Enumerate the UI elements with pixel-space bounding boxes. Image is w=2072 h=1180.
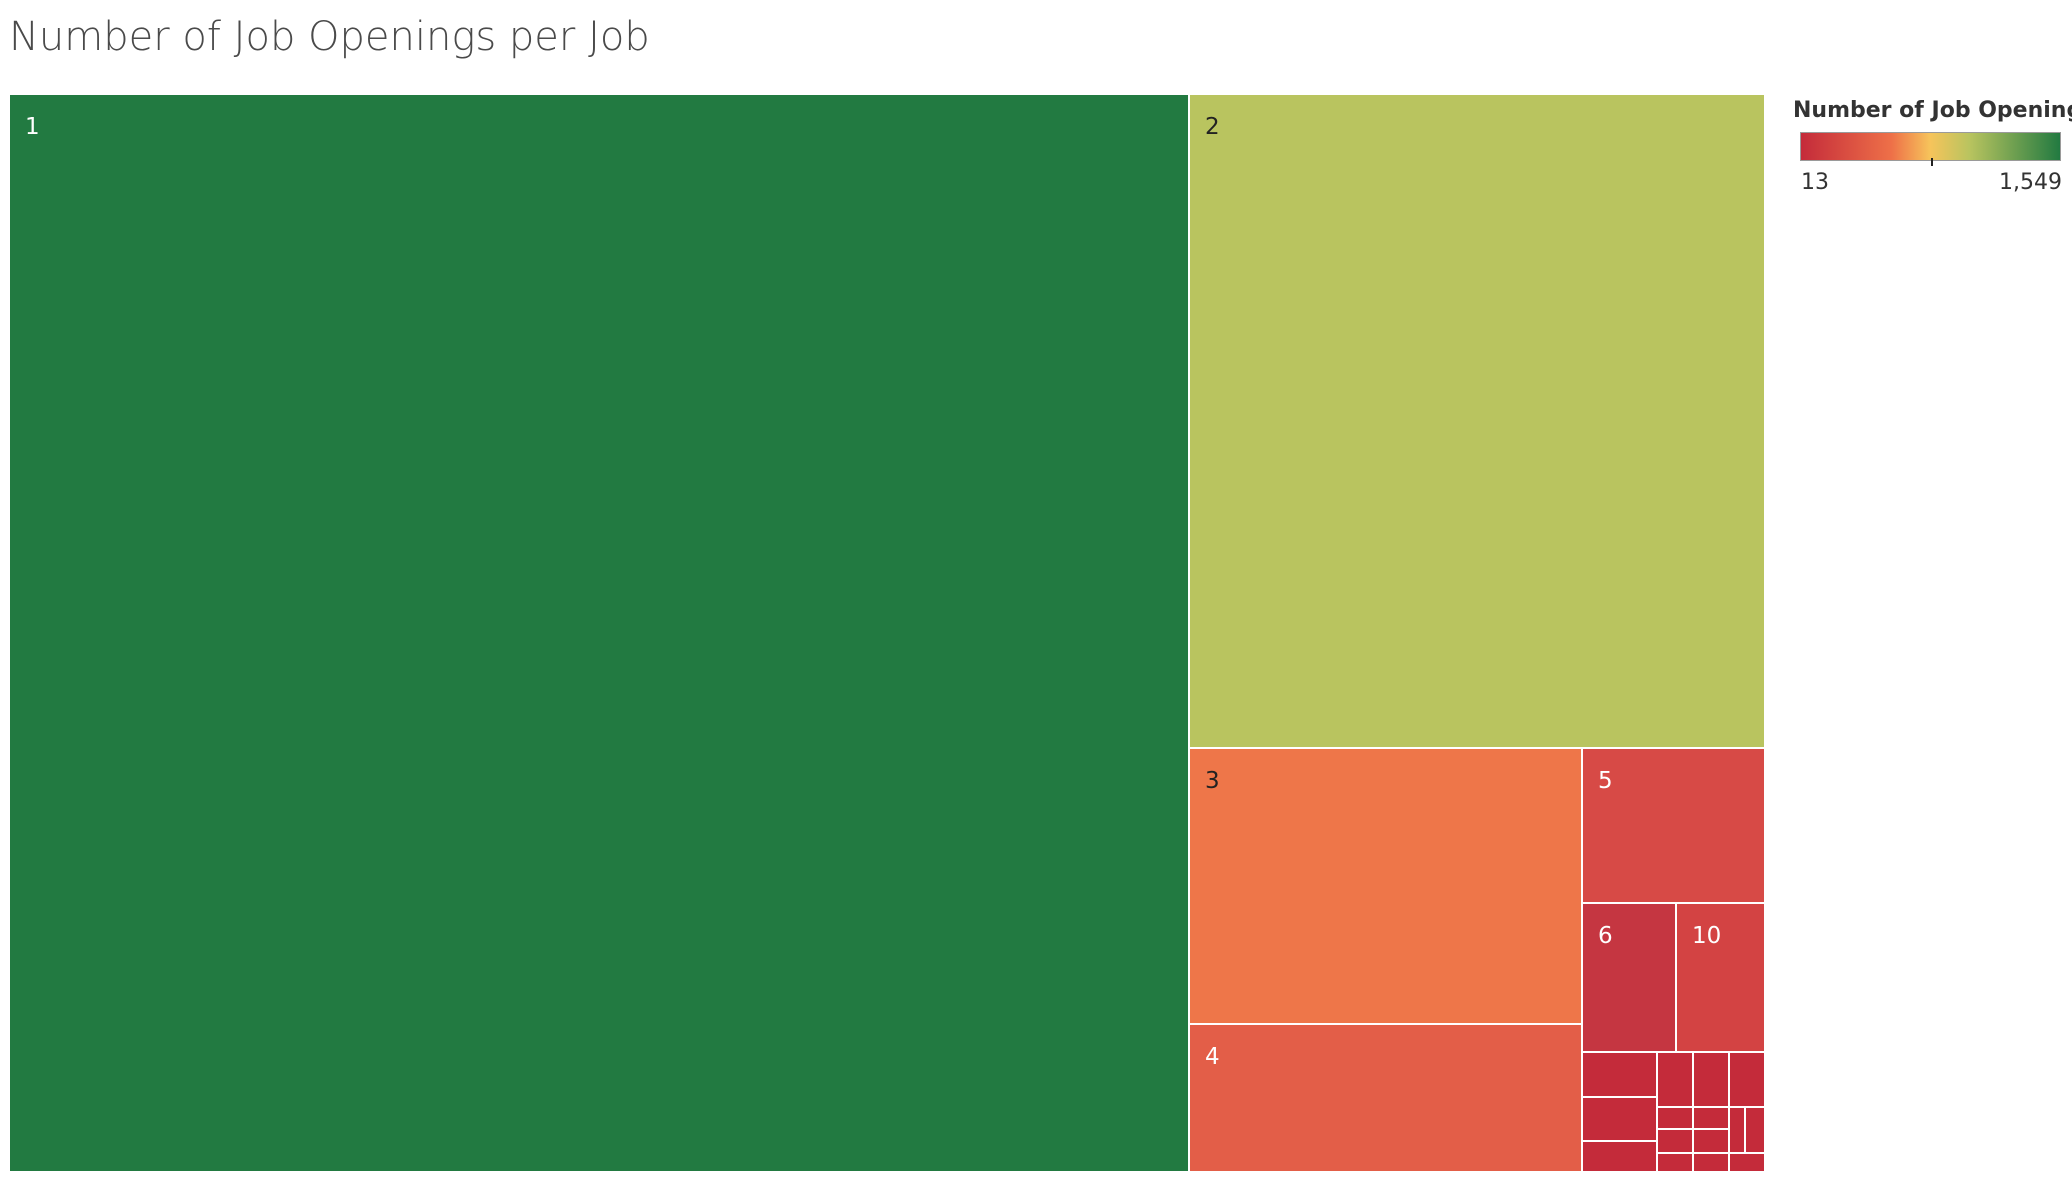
treemap-tile-label-10: 10	[1692, 923, 1721, 949]
color-legend: Number of Job Openings 13 1,549	[1790, 94, 2072, 204]
legend-min-label: 13	[1801, 170, 1829, 195]
legend-title: Number of Job Openings	[1793, 98, 2072, 123]
treemap-tile-10[interactable]	[1581, 1140, 1658, 1172]
treemap-tile-8[interactable]	[1581, 1051, 1658, 1098]
treemap-tile-3[interactable]	[1188, 747, 1583, 1025]
treemap-tile-21[interactable]	[1692, 1152, 1730, 1172]
treemap-tile-10[interactable]	[1675, 902, 1765, 1053]
treemap-tile-15[interactable]	[1692, 1106, 1730, 1130]
treemap-tile-19[interactable]	[1692, 1128, 1730, 1154]
treemap-tile-label-1: 1	[25, 114, 40, 140]
treemap-chart: 1 2 3 4 5 6 10	[9, 94, 1765, 1172]
page-title: Number of Job Openings per Job	[9, 14, 650, 60]
treemap-tile-13[interactable]	[1728, 1051, 1765, 1108]
treemap-tile-9[interactable]	[1581, 1096, 1658, 1142]
treemap-tile-17[interactable]	[1744, 1106, 1765, 1154]
treemap-tile-label-3: 3	[1205, 768, 1220, 794]
legend-midpoint-tick	[1931, 158, 1933, 166]
treemap-tile-12[interactable]	[1692, 1051, 1730, 1108]
legend-color-bar	[1800, 132, 2061, 161]
treemap-tile-18[interactable]	[1656, 1128, 1694, 1154]
treemap-tile-2[interactable]	[1188, 94, 1765, 749]
legend-max-label: 1,549	[1999, 170, 2062, 195]
treemap-tile-20[interactable]	[1656, 1152, 1694, 1172]
treemap-tile-label-4: 4	[1205, 1044, 1220, 1070]
treemap-tile-5[interactable]	[1581, 747, 1765, 904]
treemap-tile-label-2: 2	[1205, 114, 1220, 140]
treemap-tile-11[interactable]	[1656, 1051, 1694, 1108]
treemap-tile-16[interactable]	[1728, 1106, 1746, 1154]
treemap-tile-label-6: 6	[1598, 923, 1613, 949]
treemap-tile-label-5: 5	[1598, 768, 1613, 794]
treemap-tile-22[interactable]	[1728, 1152, 1765, 1172]
treemap-tile-6[interactable]	[1581, 902, 1677, 1053]
treemap-tile-14[interactable]	[1656, 1106, 1694, 1130]
treemap-tile-4[interactable]	[1188, 1023, 1583, 1172]
treemap-tile-1[interactable]	[9, 94, 1190, 1172]
